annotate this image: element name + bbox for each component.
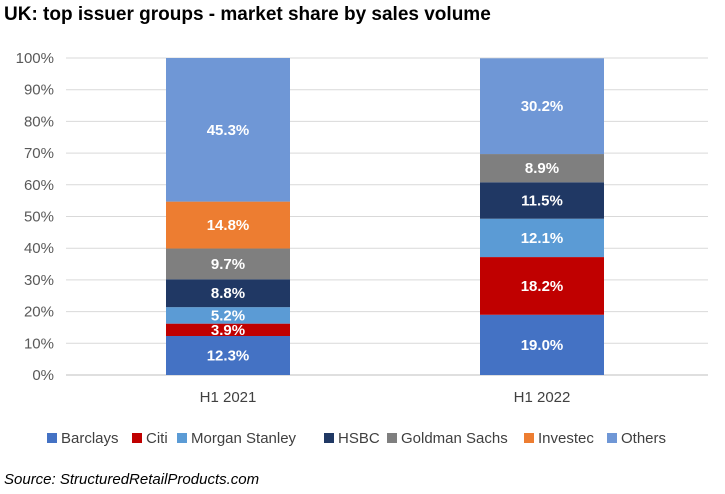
bar-segment-barclays — [480, 314, 604, 375]
data-label: 18.2% — [521, 278, 564, 295]
bar-segment-citi — [480, 257, 604, 315]
y-tick-label: 90% — [24, 82, 54, 99]
legend-swatch — [47, 433, 57, 443]
y-tick-label: 70% — [24, 145, 54, 162]
data-label: 11.5% — [521, 192, 563, 209]
legend-swatch — [132, 433, 142, 443]
y-axis-tick-labels: 0% 10% 20% 30% 40% 50% 60% 70% 80% 90% 100% — [16, 50, 54, 384]
y-tick-label: 30% — [24, 272, 54, 289]
data-label: 8.8% — [211, 285, 245, 302]
bar-segment-goldman-sachs — [166, 248, 290, 280]
data-label: 45.3% — [207, 122, 250, 139]
legend-swatch — [324, 433, 334, 443]
data-label: 8.9% — [525, 160, 559, 177]
x-tick-label: H1 2022 — [514, 389, 571, 406]
y-tick-label: 50% — [24, 209, 54, 226]
data-label: 30.2% — [521, 98, 564, 115]
legend-swatch — [387, 433, 397, 443]
bar-segment-morgan-stanley — [480, 218, 604, 258]
y-tick-label: 20% — [24, 304, 54, 321]
legend-label: Barclays — [61, 430, 119, 447]
x-axis-tick-labels: H1 2021 H1 2022 — [200, 389, 571, 406]
bar-segment-goldman-sachs — [480, 154, 604, 183]
legend: Barclays Citi Morgan Stanley HSBC Goldman Sa… — [47, 430, 666, 447]
gridlines — [66, 57, 708, 376]
bar-segment-hsbc — [166, 279, 290, 308]
bar-segment-others — [480, 58, 604, 155]
bars — [166, 58, 604, 375]
legend-label: Investec — [538, 430, 594, 447]
legend-swatch — [177, 433, 187, 443]
data-labels: 12.3% 3.9%5.2% 8.8% 9.7% 14.8% 45.3% 19.0% 18.2… — [207, 98, 564, 364]
legend-label: Morgan Stanley — [191, 430, 297, 447]
y-tick-label: 60% — [24, 177, 54, 194]
y-tick-label: 80% — [24, 113, 54, 130]
data-label: 12.3% — [207, 348, 250, 365]
legend-label: HSBC — [338, 430, 380, 447]
legend-label: Citi — [146, 430, 168, 447]
bar-segment-investec — [166, 201, 290, 249]
bar-segment-morgan-stanley — [166, 307, 290, 324]
legend-label: Goldman Sachs — [401, 430, 508, 447]
legend-swatch — [607, 433, 617, 443]
x-tick-label: H1 2021 — [200, 389, 257, 406]
data-label: 9.7% — [211, 256, 245, 273]
chart-title: UK: top issuer groups - market share by … — [4, 4, 491, 25]
y-tick-label: 10% — [24, 335, 54, 352]
data-label: 12.1% — [521, 230, 564, 247]
bar-segment-barclays — [166, 336, 290, 375]
bar-segment-citi — [166, 323, 290, 337]
y-tick-label: 40% — [24, 240, 54, 257]
legend-swatch — [524, 433, 534, 443]
bar-segment-others — [166, 58, 290, 202]
data-label: 3.9% — [211, 322, 245, 339]
legend-label: Others — [621, 430, 666, 447]
y-tick-label: 0% — [32, 367, 54, 384]
data-label: 14.8% — [207, 217, 250, 234]
bar-segment-hsbc — [480, 182, 604, 219]
y-tick-label: 100% — [16, 50, 54, 67]
data-label: 19.0% — [521, 337, 564, 354]
source-note: Source: StructuredRetailProducts.com — [4, 471, 260, 488]
data-label: 5.2% — [211, 307, 245, 324]
